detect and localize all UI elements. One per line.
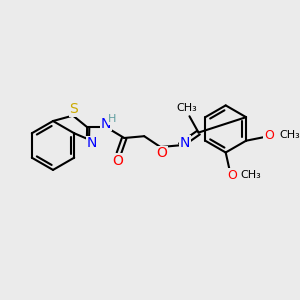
Text: O: O [112,154,123,168]
Text: O: O [156,146,167,161]
Text: O: O [227,169,237,182]
Text: N: N [180,136,190,149]
Text: O: O [264,129,274,142]
Text: CH₃: CH₃ [280,130,300,140]
Text: H: H [108,114,117,124]
Text: N: N [86,136,97,150]
Text: S: S [70,102,78,116]
Text: N: N [101,116,111,130]
Text: CH₃: CH₃ [240,170,261,180]
Text: CH₃: CH₃ [176,103,197,113]
